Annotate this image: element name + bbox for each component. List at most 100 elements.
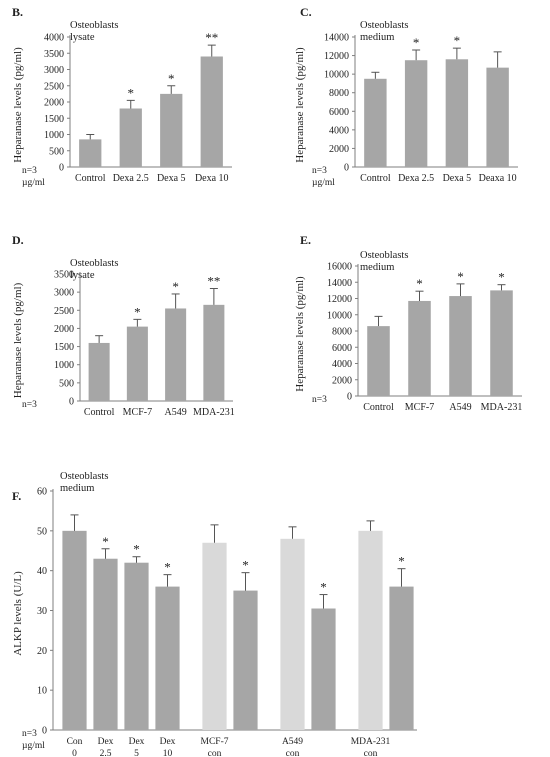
bar [486,67,509,167]
chart-title-line: Osteoblasts [70,20,118,31]
y-tick-label: 1000 [44,130,64,141]
significance-marker: * [413,35,420,50]
y-tick-label: 0 [42,726,47,737]
y-axis-label: Heparanase levels (pg/ml) [12,282,24,398]
y-tick-label: 2000 [54,324,74,335]
bar [203,304,225,401]
x-tick-label: 5 [134,749,139,757]
y-tick-label: 10000 [324,70,349,81]
significance-marker: * [320,580,327,595]
y-tick-label: 1000 [54,360,74,371]
x-tick-label: MCF-7 [201,737,229,747]
y-tick-label: 500 [49,146,64,157]
y-axis-label: ALKP levels (U/L) [12,571,24,656]
significance-marker: * [242,558,249,573]
x-tick-label: MCF-7 [123,407,152,418]
bar [449,296,472,396]
panel-label: C. [300,5,312,19]
bar [202,542,227,730]
significance-marker: * [416,276,423,291]
significance-marker: * [172,279,179,294]
y-tick-label: 2000 [44,98,64,109]
y-axis-label: Heparanase levels (pg/ml) [12,47,24,163]
y-tick-label: 2000 [329,144,349,155]
y-tick-label: 3500 [54,270,74,281]
x-tick-label: Dex [160,737,176,747]
chart-title-line: lysate [70,32,95,43]
y-tick-label: 60 [37,487,47,498]
significance-marker: * [398,554,405,569]
bar [119,108,142,167]
bar [79,139,102,167]
y-tick-label: 0 [69,397,74,408]
y-tick-label: 2500 [44,81,64,92]
bar [88,342,110,401]
y-tick-label: 14000 [324,33,349,44]
y-tick-label: 3500 [44,49,64,60]
significance-marker: * [168,71,175,86]
y-tick-label: 30 [37,606,47,617]
x-tick-label: 10 [163,749,173,757]
x-tick-label: 0 [72,749,77,757]
y-tick-label: 16000 [327,262,352,273]
panel-label: D. [12,233,24,247]
x-tick-label: MDA-231 [481,402,523,413]
x-tick-label: A549 [282,737,303,747]
bar [358,530,383,730]
y-tick-label: 3000 [44,65,64,76]
footnote: n=3 [312,395,327,405]
y-tick-label: 6000 [332,343,352,354]
chart-title-line: Osteoblasts [360,20,408,31]
x-tick-label: Dexa 10 [195,173,229,184]
x-tick-label: Control [75,173,106,184]
y-axis-label: Heparanase levels (pg/ml) [294,276,306,392]
bar [389,586,414,730]
significance-marker: * [457,269,464,284]
x-tick-label: Deaxa 10 [479,173,517,184]
x-tick-label: Control [84,407,115,418]
y-tick-label: 6000 [329,107,349,118]
y-tick-label: 0 [344,163,349,174]
x-tick-label: Dexa 2.5 [398,173,434,184]
chart-title-line: medium [60,483,94,494]
x-tick-label: Dex [98,737,114,747]
x-tick-label: Dexa 5 [157,173,186,184]
y-tick-label: 4000 [44,33,64,44]
chart-title-line: medium [360,262,394,273]
chart-title-line: Osteoblasts [70,258,118,269]
y-tick-label: 40 [37,566,47,577]
significance-marker: * [164,560,171,575]
footnote: µg/ml [312,178,335,188]
x-tick-label: Con [67,737,83,747]
bar [311,608,336,730]
bar [62,530,87,730]
footnote: n=3 [22,166,37,176]
bar [404,60,428,167]
x-tick-label: MDA-231 [193,407,235,418]
x-tick-label: MDA-231 [351,737,391,747]
bar [200,56,223,167]
significance-marker: ** [207,274,220,289]
y-tick-label: 50 [37,526,47,537]
x-tick-label: con [208,749,222,757]
y-tick-label: 10000 [327,310,352,321]
footnote: n=3 [312,166,327,176]
x-tick-label: con [286,749,300,757]
chart-title-line: medium [360,32,394,43]
bar [280,538,305,730]
significance-marker: ** [205,30,218,45]
y-tick-label: 4000 [332,359,352,370]
bar [126,326,148,401]
bar [165,308,187,401]
x-tick-label: Dexa 5 [443,173,472,184]
x-tick-label: MCF-7 [405,402,434,413]
y-tick-label: 1500 [54,342,74,353]
y-tick-label: 12000 [327,294,352,305]
y-tick-label: 4000 [329,125,349,136]
bar [93,558,118,730]
bar [364,78,387,167]
